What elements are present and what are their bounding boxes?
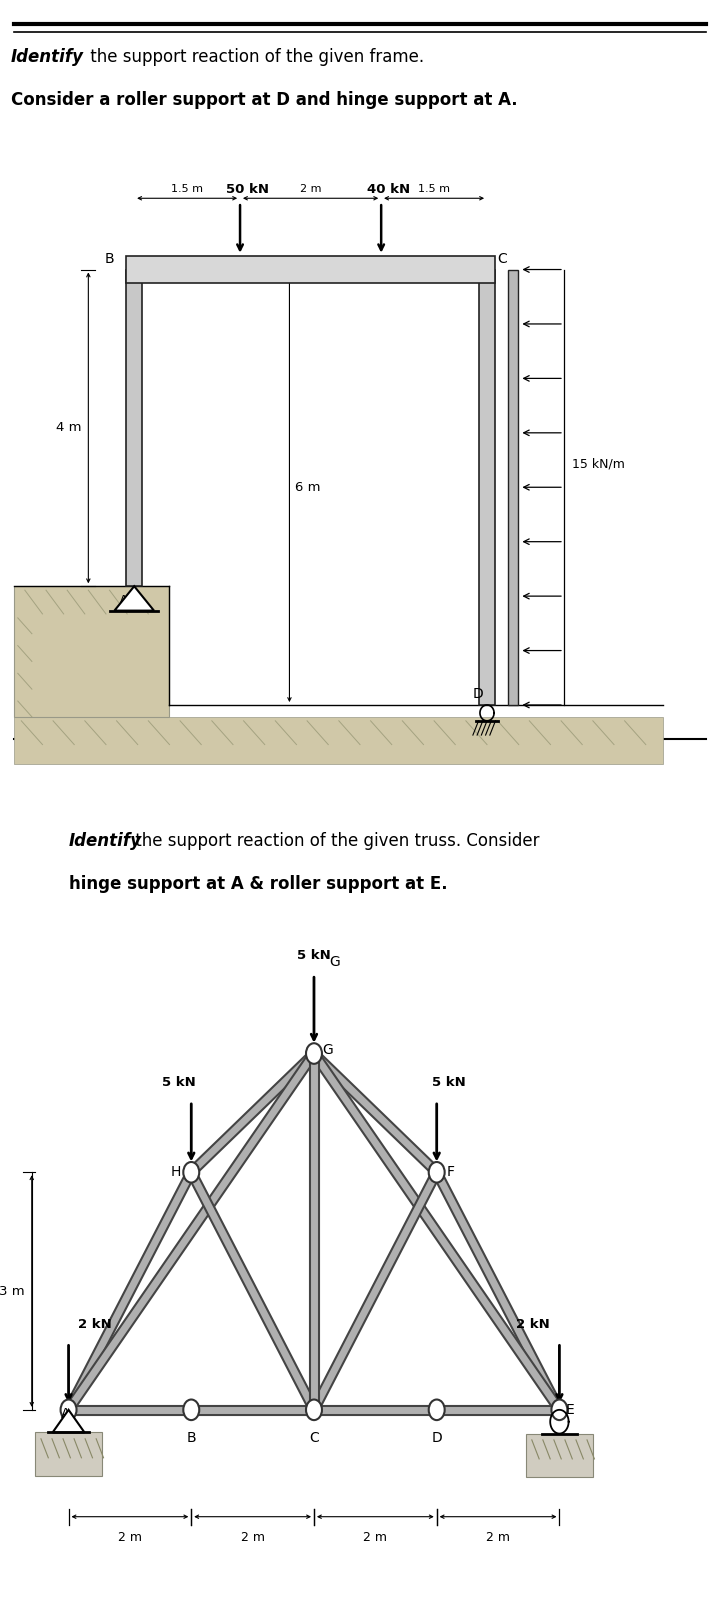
Circle shape (184, 1162, 199, 1182)
Text: 2 m: 2 m (118, 1531, 142, 1544)
Text: E: E (566, 1403, 575, 1418)
Text: 2 kN: 2 kN (78, 1318, 112, 1331)
Text: 2 m: 2 m (300, 184, 321, 194)
Text: Identify: Identify (68, 832, 142, 850)
Bar (35, 1432, 102, 1477)
Text: 6 m: 6 m (295, 480, 320, 494)
Text: H: H (171, 1165, 181, 1179)
Bar (127, 256, 495, 283)
Text: 50 kN: 50 kN (225, 182, 269, 195)
Bar (127, 269, 142, 586)
Text: B: B (105, 251, 114, 266)
Polygon shape (114, 586, 154, 611)
Text: 2 kN: 2 kN (516, 1318, 550, 1331)
Text: 2 m: 2 m (486, 1531, 510, 1544)
Text: 5 kN: 5 kN (162, 1077, 196, 1090)
Bar (526, 1434, 593, 1477)
Text: 1.5 m: 1.5 m (171, 184, 203, 194)
Text: the support reaction of the given frame.: the support reaction of the given frame. (85, 48, 424, 66)
Text: 4 m: 4 m (55, 421, 81, 434)
Bar (14, 717, 663, 765)
Bar (480, 269, 495, 706)
Circle shape (552, 1400, 567, 1421)
Text: Consider a roller support at D and hinge support at A.: Consider a roller support at D and hinge… (11, 91, 518, 109)
Text: D: D (431, 1430, 442, 1445)
Text: G: G (329, 955, 340, 970)
Circle shape (428, 1400, 445, 1421)
Text: 1.5 m: 1.5 m (418, 184, 450, 194)
Bar (14, 586, 169, 717)
Text: 2 m: 2 m (240, 1531, 265, 1544)
Circle shape (306, 1043, 322, 1064)
Text: 15 kN/m: 15 kN/m (572, 458, 625, 470)
Text: 3 m: 3 m (0, 1285, 24, 1298)
Text: C: C (498, 251, 508, 266)
Circle shape (184, 1400, 199, 1421)
Text: F: F (446, 1165, 454, 1179)
Text: 5 kN: 5 kN (297, 949, 331, 963)
Circle shape (428, 1162, 445, 1182)
Text: the support reaction of the given truss. Consider: the support reaction of the given truss.… (130, 832, 539, 850)
Text: hinge support at A & roller support at E.: hinge support at A & roller support at E… (68, 875, 447, 893)
Bar (508, 269, 518, 706)
Text: Identify: Identify (11, 48, 84, 66)
Text: G: G (322, 1043, 333, 1056)
Text: B: B (186, 1430, 196, 1445)
Circle shape (306, 1400, 322, 1421)
Text: 40 kN: 40 kN (366, 182, 410, 195)
Text: A: A (60, 1406, 71, 1421)
Text: A: A (119, 594, 129, 608)
Circle shape (60, 1400, 76, 1421)
Text: C: C (309, 1430, 319, 1445)
Text: D: D (473, 686, 483, 701)
Polygon shape (53, 1410, 84, 1432)
Text: 2 m: 2 m (364, 1531, 387, 1544)
Text: 5 kN: 5 kN (432, 1077, 466, 1090)
